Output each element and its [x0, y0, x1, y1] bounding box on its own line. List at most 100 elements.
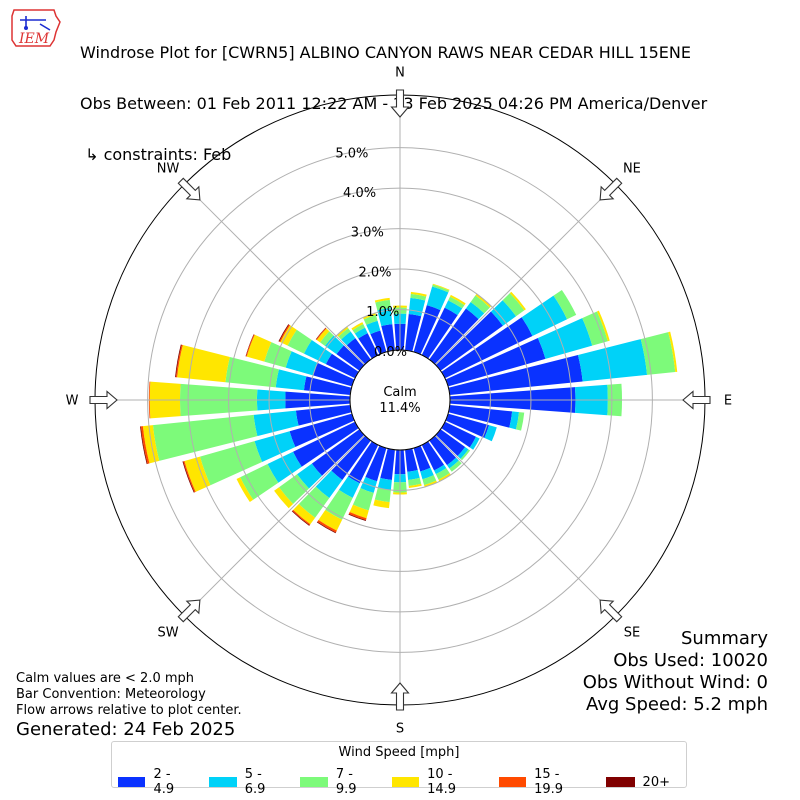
- legend-item: 7 - 9.9: [300, 767, 375, 797]
- bar-segment: [325, 353, 359, 379]
- bar-segment: [490, 300, 517, 326]
- bar-segment: [316, 328, 330, 343]
- bar-segment: [435, 311, 503, 371]
- bar-segment: [422, 475, 437, 486]
- grid-spoke: [435, 435, 617, 617]
- bar-segment: [318, 509, 343, 531]
- bar-segment: [287, 329, 312, 354]
- logo-text: IEM: [18, 31, 50, 47]
- bar-segment: [280, 325, 297, 346]
- bar-segment: [432, 284, 450, 293]
- bar-segment: [292, 509, 311, 526]
- legend-label: 20+: [642, 774, 670, 790]
- bar-segment: [421, 441, 445, 471]
- arrow-shape: [599, 177, 623, 201]
- bar-segment: [264, 342, 292, 368]
- bar-segment: [435, 429, 466, 457]
- bar-segment: [421, 307, 458, 359]
- compass-label: S: [396, 722, 404, 737]
- calm-value: 11.4%: [379, 401, 420, 416]
- legend-label: 15 - 19.9: [534, 767, 564, 797]
- bar-segment: [346, 338, 371, 365]
- bar-segment: [420, 467, 434, 480]
- legend-label: 7 - 9.9: [335, 767, 357, 797]
- bar-segment: [426, 286, 449, 311]
- flow-arrow-icon: [682, 390, 711, 410]
- bar-segment: [303, 340, 332, 365]
- flow-arrow-icon: [390, 682, 410, 711]
- bar-segment: [348, 513, 366, 521]
- bar-segment: [140, 426, 148, 465]
- bar-segment: [381, 324, 395, 352]
- summary: Summary Obs Used: 10020 Obs Without Wind…: [583, 628, 768, 716]
- summary-heading: Summary: [681, 628, 768, 649]
- bar-segment: [362, 312, 376, 320]
- bar-segment: [315, 470, 343, 499]
- bar-segment: [448, 296, 465, 309]
- bar-segment: [429, 435, 457, 466]
- windrose-bars: [140, 283, 678, 534]
- compass-label: E: [724, 394, 732, 409]
- bar-segment: [352, 324, 366, 334]
- arrow-shape: [390, 682, 410, 711]
- legend-item: 15 - 19.9: [498, 767, 590, 797]
- bar-segment: [470, 295, 490, 314]
- legend: Wind Speed [mph] 2 - 4.9 5 - 6.9 7 - 9.9 10…: [111, 741, 687, 797]
- bar-segment: [434, 464, 447, 475]
- bar-segment: [457, 447, 469, 459]
- legend-item: 5 - 6.9: [209, 767, 284, 797]
- summary-obs-used: Obs Used: 10020: [613, 650, 768, 671]
- radial-tick-label: 4.0%: [343, 186, 376, 201]
- bar-segment: [279, 474, 310, 504]
- bar-segment: [429, 308, 479, 365]
- grid-spoke: [183, 183, 365, 365]
- bar-segment: [374, 297, 390, 303]
- flow-arrow-icon: [390, 89, 410, 118]
- bar-segment: [348, 512, 367, 521]
- bar-segment: [413, 445, 431, 472]
- flow-arrow-icon: [177, 177, 201, 201]
- bar-segment: [175, 344, 182, 378]
- bar-segment: [405, 314, 422, 352]
- bar-segment: [177, 345, 230, 383]
- flow-arrow-icon: [599, 177, 623, 201]
- bar-segment: [447, 457, 459, 469]
- bar-segment: [408, 483, 422, 488]
- bar-segment: [407, 470, 420, 480]
- bar-segment: [441, 317, 533, 379]
- bar-segment: [435, 468, 450, 480]
- bar-segment: [316, 521, 336, 534]
- legend-label: 2 - 4.9: [153, 767, 175, 797]
- bar-segment: [448, 354, 583, 395]
- compass-label: SW: [158, 625, 179, 640]
- bar-segment: [140, 426, 150, 464]
- bar-segment: [293, 504, 316, 525]
- bar-segment: [236, 477, 254, 503]
- bar-segment: [475, 293, 492, 308]
- bar-segment: [279, 324, 291, 343]
- bar-segment: [184, 456, 211, 492]
- bar-segment: [348, 441, 379, 484]
- radial-tick-label: 5.0%: [335, 146, 368, 161]
- legend-label: 5 - 6.9: [244, 767, 266, 797]
- calm-circle: [349, 349, 451, 451]
- bar-segment: [410, 291, 427, 297]
- flow-arrow-icon: [599, 599, 623, 623]
- bar-segment: [596, 310, 610, 342]
- bar-segment: [291, 510, 310, 526]
- bar-segment: [363, 314, 378, 325]
- bar-segment: [175, 344, 183, 378]
- legend-swatch: [118, 777, 146, 787]
- arrow-shape: [599, 599, 623, 623]
- bar-segment: [509, 411, 520, 430]
- legend-swatch: [209, 777, 237, 787]
- bar-segment: [668, 331, 678, 373]
- bar-segment: [484, 425, 497, 442]
- bar-segment: [460, 449, 471, 461]
- bar-segment: [366, 320, 381, 335]
- arrow-shape: [177, 177, 201, 201]
- compass-label: W: [66, 394, 79, 409]
- bar-segment: [225, 356, 279, 388]
- flow-arrows: [89, 89, 711, 711]
